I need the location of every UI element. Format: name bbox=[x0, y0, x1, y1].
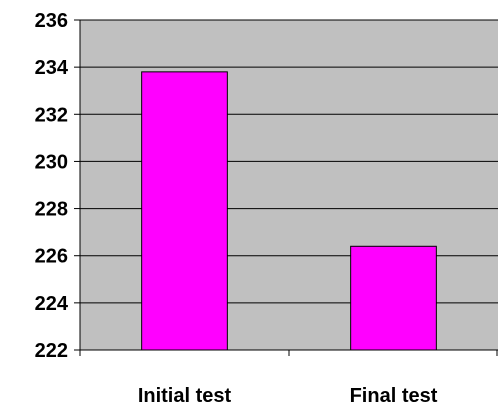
y-tick-label: 226 bbox=[35, 246, 68, 268]
y-tick-label: 232 bbox=[35, 104, 68, 126]
bars-group bbox=[141, 71, 437, 351]
x-category-label: Initial test bbox=[138, 385, 232, 407]
axes-group bbox=[74, 19, 498, 356]
y-tick-label: 222 bbox=[35, 340, 68, 362]
x-category-label: Final test bbox=[350, 385, 438, 407]
y-tick-label: 228 bbox=[35, 199, 68, 221]
y-tick-label: 234 bbox=[35, 57, 69, 79]
y-tick-label: 236 bbox=[35, 10, 68, 32]
bar bbox=[350, 245, 437, 351]
bar bbox=[141, 71, 228, 351]
y-tick-label: 224 bbox=[35, 293, 69, 315]
labels-group: 222 224 226 228 230 232 234 236 Initial test Fina… bbox=[35, 10, 438, 407]
y-tick-label: 230 bbox=[35, 151, 68, 173]
